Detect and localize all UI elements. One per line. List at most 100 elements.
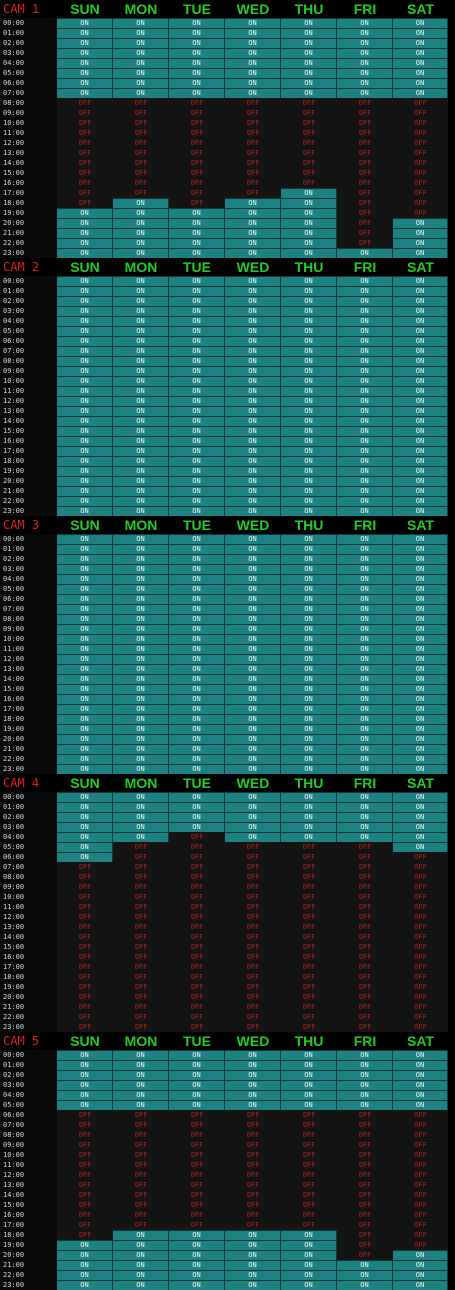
schedule-cell[interactable]: ON xyxy=(393,296,448,306)
schedule-cell[interactable]: OFF xyxy=(113,992,169,1002)
schedule-cell[interactable]: ON xyxy=(225,356,281,366)
schedule-cell[interactable]: ON xyxy=(113,466,169,476)
schedule-cell[interactable]: OFF xyxy=(393,198,448,208)
schedule-cell[interactable]: ON xyxy=(393,346,448,356)
schedule-cell[interactable]: OFF xyxy=(113,1190,169,1200)
schedule-cell[interactable]: OFF xyxy=(57,1160,113,1170)
schedule-cell[interactable]: ON xyxy=(337,78,393,88)
schedule-cell[interactable]: ON xyxy=(281,1230,337,1240)
schedule-cell[interactable]: ON xyxy=(281,812,337,822)
schedule-cell[interactable]: ON xyxy=(393,396,448,406)
schedule-cell[interactable]: OFF xyxy=(393,922,448,932)
schedule-cell[interactable]: OFF xyxy=(337,1200,393,1210)
schedule-cell[interactable]: OFF xyxy=(281,1110,337,1120)
schedule-cell[interactable]: ON xyxy=(57,248,113,258)
schedule-cell[interactable]: OFF xyxy=(393,1002,448,1012)
schedule-cell[interactable]: ON xyxy=(113,1100,169,1110)
schedule-cell[interactable]: OFF xyxy=(225,118,281,128)
schedule-cell[interactable]: ON xyxy=(57,594,113,604)
schedule-cell[interactable]: OFF xyxy=(337,198,393,208)
schedule-cell[interactable]: ON xyxy=(393,792,448,802)
schedule-cell[interactable]: ON xyxy=(281,406,337,416)
schedule-cell[interactable]: OFF xyxy=(113,1012,169,1022)
schedule-cell[interactable]: ON xyxy=(281,218,337,228)
schedule-cell[interactable]: OFF xyxy=(393,148,448,158)
schedule-cell[interactable]: ON xyxy=(169,436,225,446)
schedule-cell[interactable]: ON xyxy=(337,704,393,714)
schedule-cell[interactable]: OFF xyxy=(225,1150,281,1160)
schedule-cell[interactable]: ON xyxy=(393,1270,448,1280)
schedule-cell[interactable]: ON xyxy=(113,208,169,218)
schedule-cell[interactable]: OFF xyxy=(113,158,169,168)
schedule-cell[interactable]: ON xyxy=(57,38,113,48)
schedule-cell[interactable]: ON xyxy=(225,744,281,754)
schedule-cell[interactable]: ON xyxy=(281,1080,337,1090)
schedule-cell[interactable]: ON xyxy=(169,754,225,764)
schedule-cell[interactable]: ON xyxy=(113,594,169,604)
schedule-cell[interactable]: ON xyxy=(281,714,337,724)
schedule-cell[interactable]: ON xyxy=(393,764,448,774)
schedule-cell[interactable]: ON xyxy=(393,436,448,446)
schedule-cell[interactable]: ON xyxy=(337,724,393,734)
schedule-cell[interactable]: ON xyxy=(57,704,113,714)
schedule-cell[interactable]: ON xyxy=(169,396,225,406)
schedule-cell[interactable]: ON xyxy=(337,248,393,258)
schedule-cell[interactable]: ON xyxy=(113,1230,169,1240)
schedule-cell[interactable]: ON xyxy=(393,604,448,614)
schedule-cell[interactable]: ON xyxy=(337,38,393,48)
schedule-cell[interactable]: ON xyxy=(337,486,393,496)
schedule-cell[interactable]: OFF xyxy=(281,922,337,932)
schedule-cell[interactable]: OFF xyxy=(281,148,337,158)
schedule-cell[interactable]: ON xyxy=(225,764,281,774)
schedule-cell[interactable]: ON xyxy=(281,1270,337,1280)
schedule-cell[interactable]: ON xyxy=(169,534,225,544)
schedule-cell[interactable]: ON xyxy=(169,544,225,554)
schedule-cell[interactable]: OFF xyxy=(281,1120,337,1130)
schedule-cell[interactable]: ON xyxy=(337,356,393,366)
schedule-cell[interactable]: ON xyxy=(281,336,337,346)
schedule-cell[interactable]: ON xyxy=(225,564,281,574)
schedule-cell[interactable]: ON xyxy=(337,674,393,684)
schedule-cell[interactable]: OFF xyxy=(169,1200,225,1210)
schedule-cell[interactable]: ON xyxy=(393,366,448,376)
schedule-cell[interactable]: ON xyxy=(281,188,337,198)
schedule-cell[interactable]: ON xyxy=(113,356,169,366)
schedule-cell[interactable]: ON xyxy=(225,238,281,248)
schedule-cell[interactable]: ON xyxy=(113,426,169,436)
schedule-cell[interactable]: OFF xyxy=(393,1130,448,1140)
schedule-cell[interactable]: ON xyxy=(57,852,113,862)
schedule-cell[interactable]: ON xyxy=(57,1070,113,1080)
schedule-cell[interactable]: OFF xyxy=(393,892,448,902)
schedule-cell[interactable]: OFF xyxy=(281,852,337,862)
schedule-cell[interactable]: ON xyxy=(225,476,281,486)
schedule-cell[interactable]: ON xyxy=(225,1280,281,1290)
schedule-cell[interactable]: OFF xyxy=(113,1220,169,1230)
schedule-cell[interactable]: ON xyxy=(337,476,393,486)
schedule-cell[interactable]: OFF xyxy=(113,1150,169,1160)
schedule-cell[interactable]: ON xyxy=(337,326,393,336)
schedule-cell[interactable]: OFF xyxy=(57,1130,113,1140)
schedule-cell[interactable]: OFF xyxy=(169,128,225,138)
schedule-cell[interactable]: OFF xyxy=(169,1170,225,1180)
schedule-cell[interactable]: OFF xyxy=(169,1130,225,1140)
schedule-cell[interactable]: ON xyxy=(281,644,337,654)
schedule-cell[interactable]: OFF xyxy=(57,138,113,148)
schedule-cell[interactable]: ON xyxy=(337,802,393,812)
schedule-cell[interactable]: OFF xyxy=(113,902,169,912)
schedule-cell[interactable]: ON xyxy=(169,68,225,78)
schedule-cell[interactable]: ON xyxy=(57,476,113,486)
schedule-cell[interactable]: ON xyxy=(169,714,225,724)
schedule-cell[interactable]: ON xyxy=(169,426,225,436)
schedule-cell[interactable]: ON xyxy=(281,1090,337,1100)
schedule-cell[interactable]: ON xyxy=(281,584,337,594)
schedule-cell[interactable]: ON xyxy=(57,456,113,466)
schedule-cell[interactable]: ON xyxy=(281,684,337,694)
schedule-cell[interactable]: OFF xyxy=(169,108,225,118)
schedule-cell[interactable]: ON xyxy=(393,486,448,496)
schedule-cell[interactable]: ON xyxy=(281,446,337,456)
schedule-cell[interactable]: ON xyxy=(393,842,448,852)
schedule-cell[interactable]: ON xyxy=(337,544,393,554)
schedule-cell[interactable]: ON xyxy=(281,396,337,406)
schedule-cell[interactable]: ON xyxy=(57,734,113,744)
schedule-cell[interactable]: ON xyxy=(281,316,337,326)
